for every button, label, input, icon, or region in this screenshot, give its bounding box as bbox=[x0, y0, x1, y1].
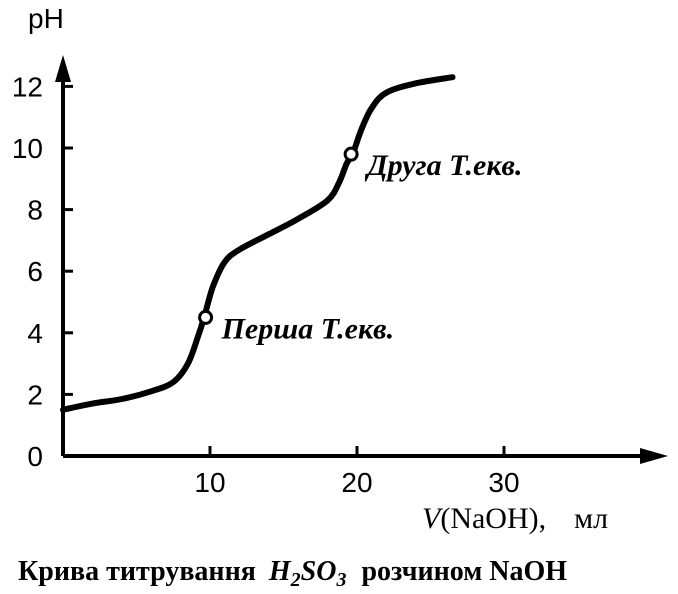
x-ticks: 10 20 30 bbox=[194, 446, 520, 498]
x-axis-arrow bbox=[640, 448, 668, 464]
y-axis-arrow bbox=[55, 55, 71, 82]
caption-formula-h-sub: 2 bbox=[290, 569, 301, 591]
x-axis-label-var: V bbox=[422, 502, 444, 535]
equivalence-point-1 bbox=[198, 309, 214, 325]
x-tick-label-30: 30 bbox=[488, 467, 519, 498]
caption-suffix: розчином NaOH bbox=[361, 556, 567, 587]
y-tick-label-10: 10 bbox=[12, 133, 43, 164]
caption-formula-h: H bbox=[268, 556, 292, 587]
caption-prefix: Крива титрування bbox=[18, 556, 256, 587]
equivalence-markers: Перша Т.екв. Друга Т.екв. bbox=[198, 146, 522, 345]
equivalence-label-2: Друга Т.екв. bbox=[364, 149, 522, 182]
x-axis-unit: мл bbox=[574, 502, 608, 535]
y-ticks: 0 2 4 6 8 10 12 bbox=[12, 71, 73, 472]
y-axis-label: pH bbox=[28, 3, 64, 34]
x-axis-label-rest: (NaOH), bbox=[440, 502, 546, 535]
x-axis-label: V(NaOH), мл bbox=[422, 502, 608, 535]
x-tick-label-20: 20 bbox=[341, 467, 372, 498]
caption-formula-so-sub: 3 bbox=[335, 569, 346, 591]
y-tick-label-4: 4 bbox=[27, 318, 43, 349]
y-tick-label-6: 6 bbox=[27, 256, 43, 287]
y-tick-label-12: 12 bbox=[12, 71, 43, 102]
y-tick-label-0: 0 bbox=[27, 441, 43, 472]
x-tick-label-10: 10 bbox=[194, 467, 225, 498]
equivalence-point-2 bbox=[343, 146, 359, 162]
caption-formula-so: SO bbox=[301, 556, 337, 587]
equivalence-label-1: Перша Т.екв. bbox=[221, 312, 395, 345]
figure-caption: Крива титрування H2SO3 розчином NaOH bbox=[18, 556, 567, 593]
series-line-titration bbox=[60, 74, 456, 413]
y-tick-label-2: 2 bbox=[27, 379, 43, 410]
y-tick-label-8: 8 bbox=[27, 195, 43, 226]
